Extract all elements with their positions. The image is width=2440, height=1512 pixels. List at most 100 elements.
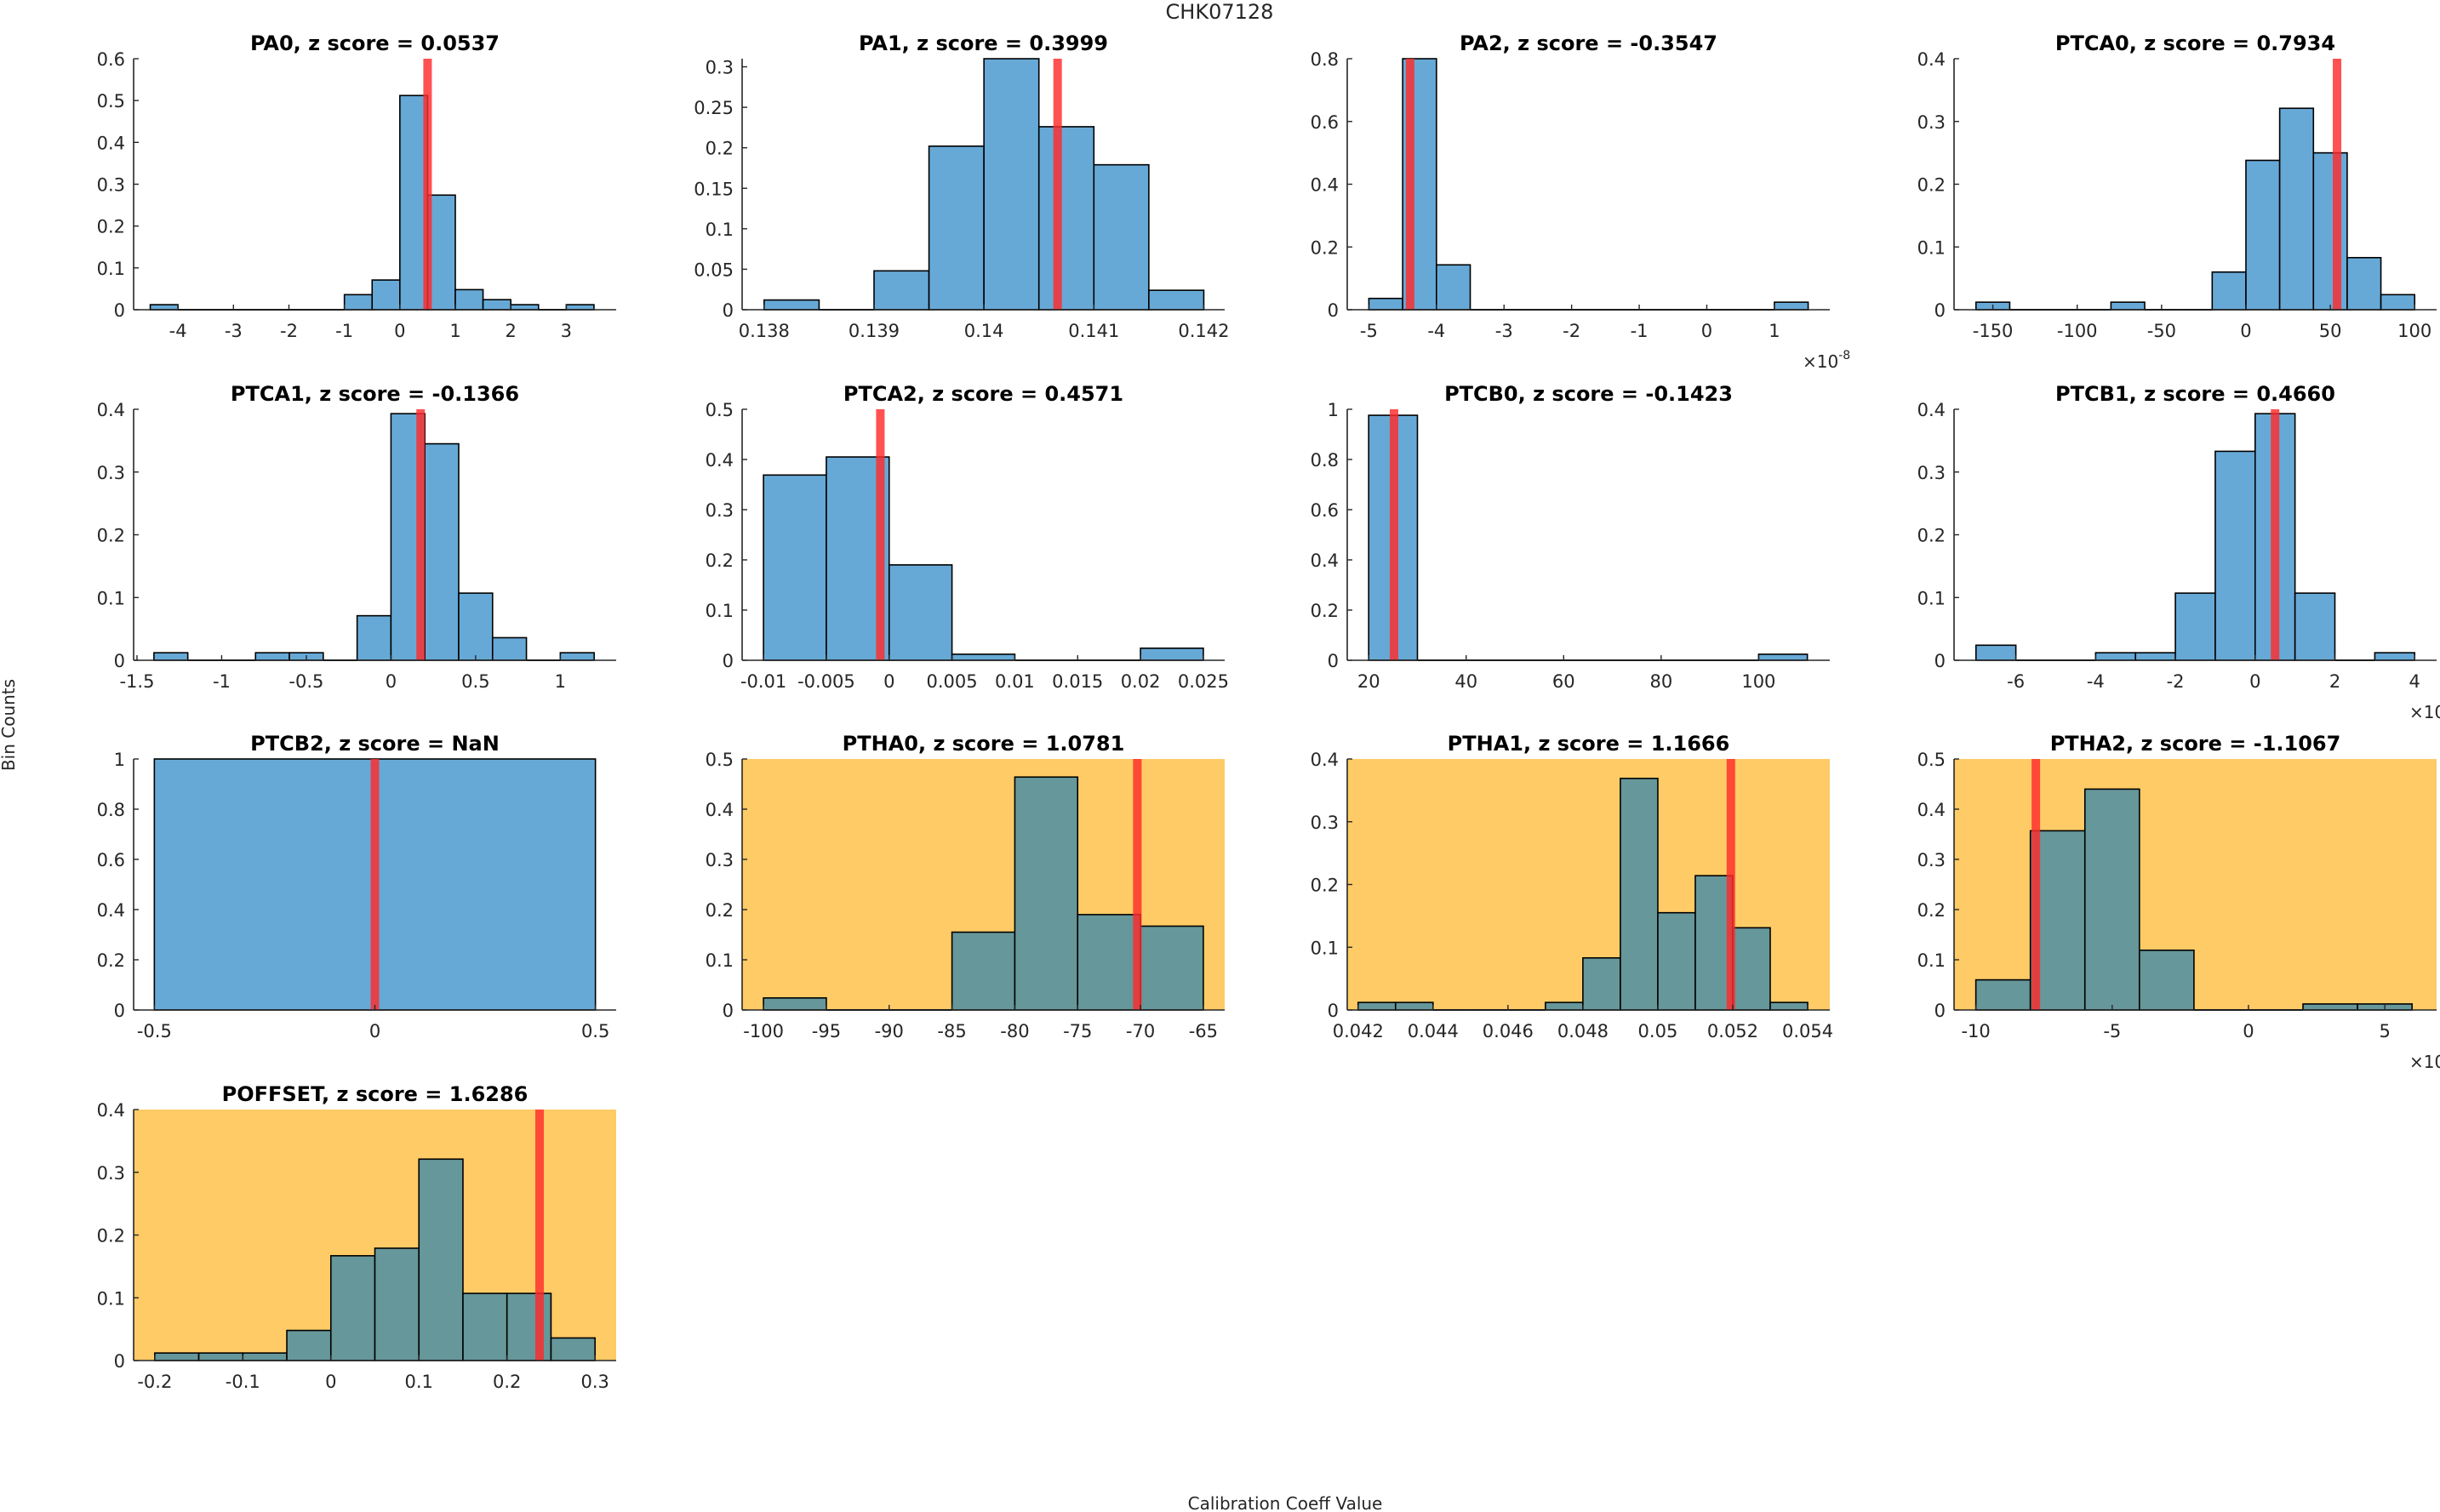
- current-value-marker-line: [534, 1110, 544, 1361]
- histogram-bar: [356, 614, 392, 661]
- histogram-bar: [506, 1292, 552, 1361]
- x-tick-label: 0.052: [1707, 1021, 1758, 1041]
- y-tick-label: 1: [1328, 400, 1339, 420]
- y-tick-label: 0: [1328, 1001, 1339, 1021]
- y-tick-label: 0: [1328, 651, 1339, 671]
- x-tick-label: 0: [1701, 321, 1712, 341]
- histogram-bar: [1077, 914, 1141, 1011]
- current-value-marker-line: [2271, 409, 2280, 660]
- histogram-bar: [1974, 979, 2031, 1011]
- histogram-bar: [983, 58, 1040, 311]
- y-tick-label: 0: [723, 651, 734, 671]
- x-tick-label: -0.5: [137, 1021, 172, 1041]
- y-tick-label: 0.1: [706, 601, 734, 621]
- histogram-bar: [1582, 956, 1621, 1011]
- histogram-bar: [510, 304, 540, 311]
- histogram-bar: [491, 636, 528, 661]
- histogram-bar: [197, 1352, 244, 1361]
- histogram-panel-ptca2: PTCA2, z score = 0.4571 0 0.1 0.2 0.3 0.4 0.5 -…: [706, 382, 1229, 692]
- y-tick-label: 0.5: [1917, 750, 1946, 770]
- x-tick-label: 0.5: [461, 671, 489, 692]
- y-tick-label: 0.5: [706, 400, 734, 420]
- x-tick-label: -85: [937, 1021, 966, 1041]
- x-tick-label: 0: [2249, 671, 2260, 692]
- histogram-bar: [2083, 788, 2140, 1011]
- x-tick-label: 0.5: [581, 1021, 609, 1041]
- histogram-bar: [1545, 1001, 1584, 1011]
- y-tick-label: 0: [1934, 300, 1946, 321]
- histogram-bar: [763, 299, 820, 311]
- y-tick-label: 0: [114, 1001, 125, 1021]
- y-tick-label: 0.2: [1917, 175, 1946, 196]
- histogram-panel-ptha0: PTHA0, z score = 1.0781 0 0.1 0.2 0.3 0.4 0.5 -…: [706, 732, 1225, 1041]
- x-tick-label: 40: [1454, 671, 1477, 692]
- histogram-bar: [928, 145, 985, 311]
- x-tick-label: 1: [555, 671, 566, 692]
- histogram-bar: [242, 1352, 288, 1361]
- x-tick-label: 0.141: [1068, 321, 1119, 341]
- x-tick-label: -3: [1495, 321, 1513, 341]
- histogram-bar: [2245, 159, 2281, 311]
- y-tick-label: 0.3: [1917, 850, 1946, 870]
- x-tick-label: 0.1: [405, 1372, 433, 1392]
- x-tick-label: 1: [449, 321, 460, 341]
- y-tick-label: 0.8: [97, 800, 125, 820]
- histogram-bar: [254, 652, 290, 661]
- histogram-bar: [2134, 652, 2176, 661]
- figure-title: CHK07128: [1166, 0, 1274, 24]
- y-tick-label: 0.4: [1917, 800, 1946, 820]
- y-tick-label: 0.1: [706, 220, 734, 240]
- x-tick-label: 0.2: [493, 1372, 521, 1392]
- y-tick-label: 0.1: [97, 259, 125, 279]
- panel-title: PTCB1, z score = 0.4660: [2055, 382, 2335, 406]
- x-axis-exponent-label: ×10-8: [1803, 349, 1850, 372]
- histogram-bar: [2174, 592, 2216, 661]
- x-tick-label: 0: [883, 671, 894, 692]
- panel-title: PTCB0, z score = -0.1423: [1444, 382, 1733, 406]
- histogram-bar: [1769, 1001, 1809, 1011]
- x-tick-label: 0.3: [580, 1372, 609, 1392]
- histogram-bar: [374, 1247, 420, 1361]
- histogram-bar: [1014, 776, 1079, 1011]
- x-tick-label: 0.054: [1782, 1021, 1833, 1041]
- x-tick-label: 0.139: [849, 321, 900, 341]
- x-tick-label: -100: [743, 1021, 784, 1041]
- y-tick-label: 0.3: [706, 500, 734, 521]
- histogram-panel-ptha1: PTHA1, z score = 1.1666 0 0.1 0.2 0.3 0.4 0.04…: [1311, 732, 1833, 1041]
- histogram-bar: [1140, 925, 1204, 1011]
- x-tick-label: -95: [812, 1021, 841, 1041]
- histogram-panel-poffset: POFFSET, z score = 1.6286 0 0.1 0.2 0.3 0.4 -0…: [97, 1082, 616, 1392]
- histogram-bar: [565, 304, 595, 311]
- y-tick-label: 0.6: [97, 49, 125, 70]
- histogram-bar: [1694, 875, 1734, 1011]
- histogram-panel-pa0: PA0, z score = 0.0537 0 0.1 0.2 0.3 0.4 0.5 0.6…: [97, 31, 616, 341]
- x-tick-label: -70: [1126, 1021, 1155, 1041]
- histogram-bar: [1657, 911, 1696, 1011]
- y-tick-label: 0.2: [706, 900, 734, 921]
- histogram-panel-pa2: PA2, z score = -0.3547 0 0.2 0.4 0.6 0.8 -5 -4 -…: [1311, 31, 1851, 372]
- current-value-marker-line: [1405, 59, 1414, 310]
- y-tick-label: 0.1: [97, 1288, 125, 1309]
- y-tick-label: 0.2: [1311, 237, 1339, 258]
- x-tick-label: 0.015: [1052, 671, 1103, 692]
- histogram-bar: [418, 1158, 464, 1361]
- current-value-marker-line: [1133, 759, 1142, 1010]
- x-tick-label: -100: [2057, 321, 2098, 341]
- y-tick-label: 0: [114, 300, 125, 321]
- histogram-bar: [454, 288, 484, 311]
- x-tick-label: -5: [2103, 1021, 2121, 1041]
- x-tick-label: -5: [1360, 321, 1378, 341]
- panels-group: PA0, z score = 0.0537 0 0.1 0.2 0.3 0.4 0.5 0.6…: [97, 31, 2440, 1392]
- y-tick-label: 0.3: [97, 175, 125, 196]
- x-tick-label: 5: [2379, 1021, 2390, 1041]
- histogram-bar: [1140, 648, 1204, 661]
- panel-title: PTHA2, z score = -1.1067: [2050, 732, 2341, 756]
- y-tick-label: 0.4: [97, 1100, 125, 1121]
- x-tick-label: -4: [169, 321, 187, 341]
- y-tick-label: 0.1: [97, 588, 125, 608]
- x-tick-label: 0.044: [1408, 1021, 1459, 1041]
- y-tick-label: 0.8: [1311, 450, 1339, 471]
- x-tick-label: 0.042: [1333, 1021, 1384, 1041]
- y-tick-label: 0.05: [694, 260, 734, 280]
